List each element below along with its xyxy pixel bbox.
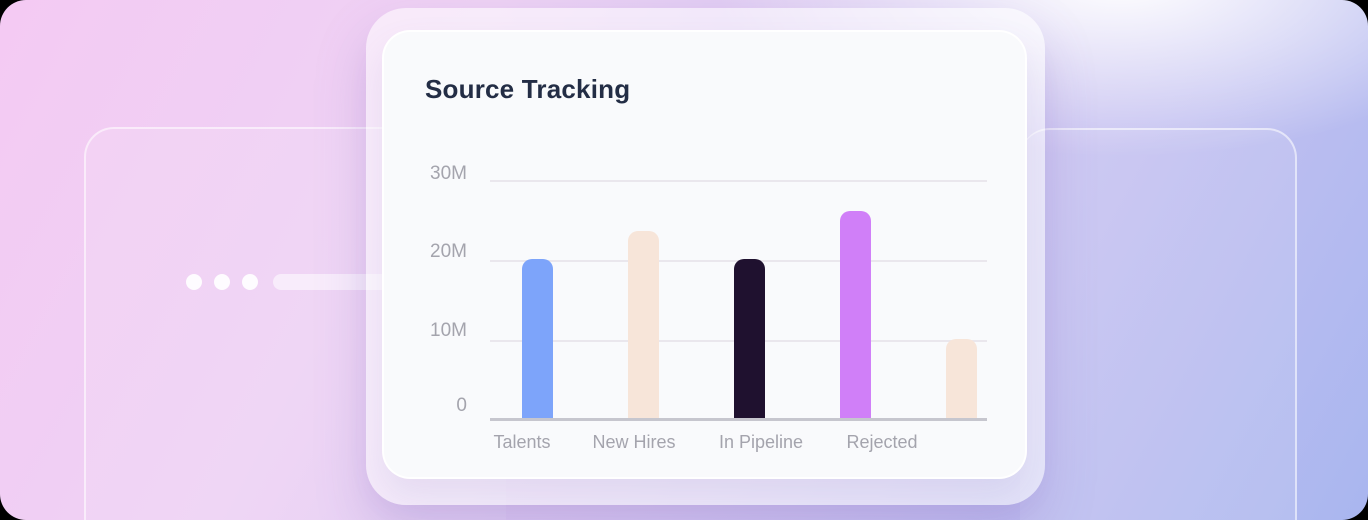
y-axis-tick-label: 30M [430, 163, 467, 184]
x-axis-line [490, 418, 987, 421]
bar-in-pipeline [733, 259, 765, 419]
y-axis-tick-label: 10M [430, 320, 467, 341]
x-axis-tick-label: In Pipeline [718, 432, 804, 452]
bar-new-hires [627, 231, 659, 419]
browser-window-frame-right [1020, 128, 1297, 520]
bar-talents [521, 259, 553, 419]
window-control-dot-icon [214, 274, 230, 290]
x-axis-tick-label: New Hires [592, 432, 676, 452]
window-controls [186, 274, 258, 290]
bar-unlabeled [945, 339, 977, 419]
y-axis-tick-label: 0 [456, 395, 467, 416]
y-axis-tick-label: 20M [430, 241, 467, 262]
window-control-dot-icon [186, 274, 202, 290]
x-axis-tick-label: Talents [493, 432, 551, 452]
x-axis-tick-label: Rejected [846, 432, 918, 452]
window-control-dot-icon [242, 274, 258, 290]
bar-rejected [839, 211, 871, 419]
card-title: Source Tracking [425, 74, 631, 104]
chart-card [382, 30, 1027, 479]
chart-gridline [490, 180, 987, 182]
